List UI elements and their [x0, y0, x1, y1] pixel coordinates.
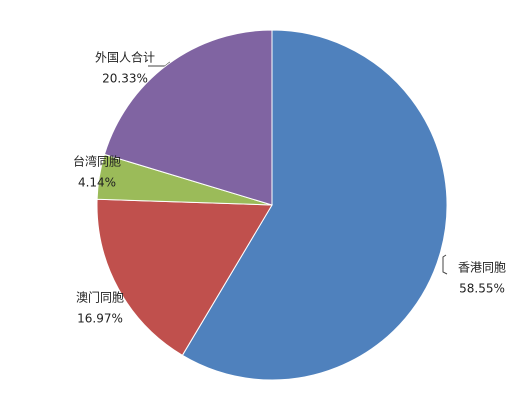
pie-slice	[103, 29, 273, 206]
value-label: 58.55%	[459, 282, 505, 296]
slice-label: 香港同胞	[458, 261, 506, 275]
slice-label: 澳门同胞	[76, 290, 124, 305]
value-label: 20.33%	[102, 72, 148, 86]
value-label: 16.97%	[77, 312, 123, 326]
pie-slice	[181, 29, 448, 381]
leader-line	[442, 254, 448, 275]
value-label: 4.14%	[78, 176, 116, 190]
pie-slice	[96, 198, 273, 357]
slice-label: 台湾同胞	[73, 154, 121, 169]
slice-label: 外国人合计	[95, 50, 155, 65]
